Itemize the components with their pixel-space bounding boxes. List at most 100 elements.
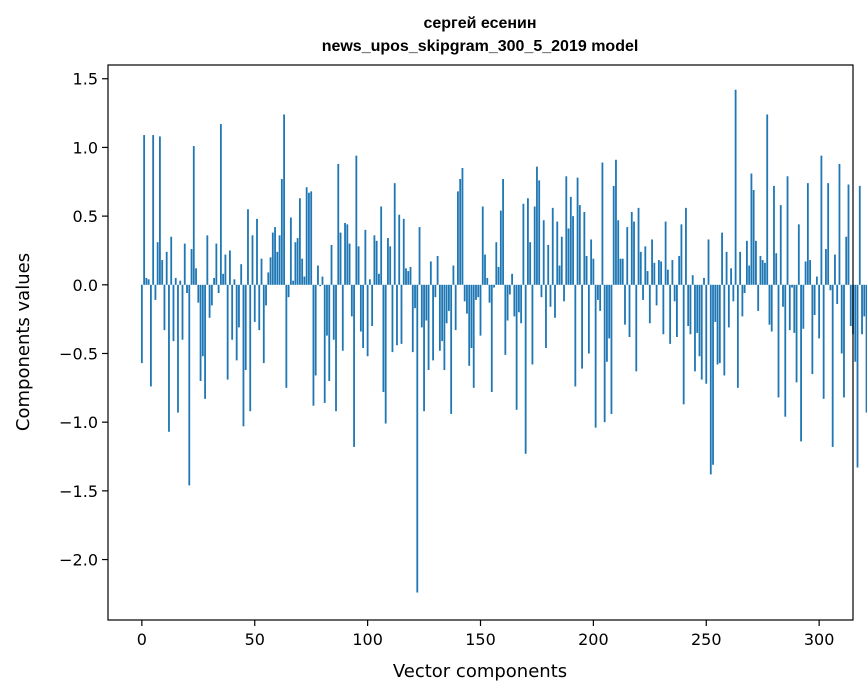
bar xyxy=(147,279,150,285)
y-axis-ticks: 1.5 1.0 0.5 0.0 −0.5 −1.0 −1.5 −2.0 xyxy=(59,70,108,570)
bar xyxy=(856,284,859,468)
bar xyxy=(271,232,274,285)
bar xyxy=(777,284,780,398)
bar xyxy=(854,284,857,362)
bar xyxy=(590,239,593,285)
bar xyxy=(657,260,660,285)
bar xyxy=(380,206,383,285)
bar xyxy=(177,284,179,413)
bar xyxy=(669,284,672,344)
bar xyxy=(660,261,663,285)
bar xyxy=(682,284,685,405)
bar xyxy=(391,284,394,353)
bar xyxy=(215,243,218,285)
bar xyxy=(594,284,597,428)
bar xyxy=(502,179,504,285)
bar xyxy=(179,280,182,285)
bar xyxy=(626,227,629,285)
bar xyxy=(806,183,809,285)
bar xyxy=(197,284,200,303)
bar xyxy=(563,284,565,302)
bar xyxy=(809,260,812,285)
bar xyxy=(355,155,358,285)
bar xyxy=(323,284,326,403)
bar xyxy=(680,224,683,285)
bar xyxy=(208,284,211,318)
bar xyxy=(341,284,344,351)
bar xyxy=(486,277,489,285)
bar xyxy=(425,284,428,321)
bar xyxy=(330,244,333,285)
bar xyxy=(567,228,570,285)
bar xyxy=(827,183,830,285)
bar xyxy=(705,284,708,384)
bar xyxy=(531,284,534,365)
bar xyxy=(172,284,175,342)
bar xyxy=(301,258,304,285)
bar xyxy=(219,124,222,285)
bar xyxy=(863,284,866,317)
bar xyxy=(249,284,252,412)
bar xyxy=(664,221,667,285)
bar xyxy=(766,114,769,285)
bar xyxy=(296,238,299,285)
bar xyxy=(262,284,265,364)
bar xyxy=(292,280,295,285)
bar xyxy=(305,187,308,285)
bar xyxy=(143,135,146,285)
bar xyxy=(513,284,516,317)
bar xyxy=(811,284,814,375)
bar xyxy=(572,216,574,285)
bar xyxy=(423,284,425,412)
bar xyxy=(603,284,606,423)
bar xyxy=(786,176,789,285)
x-tick-label: 250 xyxy=(691,630,722,649)
bar xyxy=(784,284,787,417)
bar xyxy=(732,284,735,302)
bar xyxy=(152,135,155,285)
bar xyxy=(244,284,247,370)
bar xyxy=(761,260,764,285)
bar xyxy=(644,246,647,285)
bar xyxy=(685,207,687,285)
bar xyxy=(260,258,263,285)
bar xyxy=(156,242,159,285)
bar xyxy=(662,284,665,335)
bar xyxy=(621,258,624,285)
y-tick-label: 1.5 xyxy=(73,70,98,89)
bar xyxy=(515,284,518,410)
bar xyxy=(793,284,796,333)
bar xyxy=(734,89,737,285)
bar xyxy=(362,284,365,348)
bar xyxy=(511,273,514,285)
bar xyxy=(678,255,681,285)
bar xyxy=(858,185,861,285)
bar xyxy=(477,284,480,298)
bar xyxy=(696,284,699,333)
bar xyxy=(188,284,191,486)
bar xyxy=(757,284,760,311)
bar xyxy=(420,284,423,328)
bar xyxy=(287,284,290,298)
bar xyxy=(687,284,690,327)
bar xyxy=(865,284,867,413)
bar xyxy=(676,284,678,337)
bar xyxy=(599,284,602,311)
bar xyxy=(836,284,839,305)
bar xyxy=(314,284,317,376)
bar xyxy=(240,264,243,285)
bar xyxy=(490,284,493,392)
bar xyxy=(628,284,631,337)
bar xyxy=(520,284,523,324)
bar xyxy=(461,168,464,285)
bar xyxy=(204,284,206,399)
bar xyxy=(434,284,437,298)
bar xyxy=(529,242,532,285)
x-tick-label: 300 xyxy=(804,630,835,649)
bar xyxy=(560,236,563,285)
bar xyxy=(165,251,168,285)
bar xyxy=(181,284,184,340)
bar xyxy=(303,276,306,285)
bar xyxy=(375,240,378,285)
bar xyxy=(206,235,209,285)
